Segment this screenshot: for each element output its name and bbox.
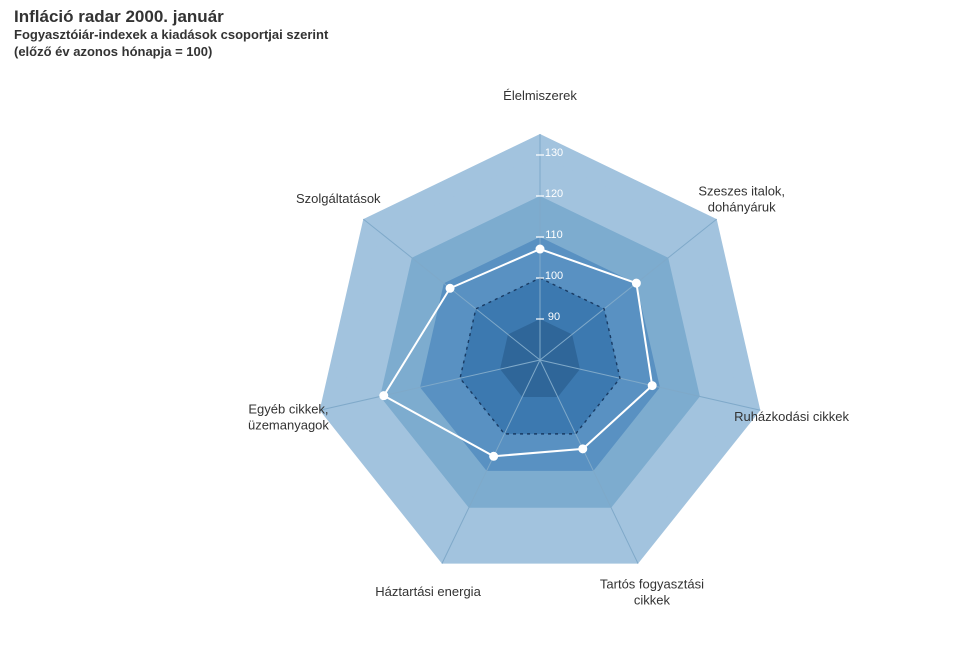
radar-axis-label: Élelmiszerek [503,88,577,104]
radar-data-marker [490,452,498,460]
radar-data-marker [536,245,544,253]
radar-axis-label: Egyéb cikkek,üzemanyagok [208,402,368,433]
radar-svg [0,0,961,651]
radar-axis-label: Szeszes italok,dohányáruk [662,184,822,215]
radar-chart: Élelmiszerek Szeszes italok,dohányáruk Ruh… [0,0,961,651]
radar-axis-label: Ruházkodási cikkek [734,410,849,426]
radar-data-marker [446,284,454,292]
radar-data-marker [579,445,587,453]
radar-axis-label: Szolgáltatások [296,191,381,207]
radar-data-marker [648,382,656,390]
radar-data-marker [380,392,388,400]
radar-data-marker [632,279,640,287]
radar-axis-label: Háztartási energia [375,585,481,601]
radar-axis-label: Tartós fogyasztásicikkek [572,577,732,608]
